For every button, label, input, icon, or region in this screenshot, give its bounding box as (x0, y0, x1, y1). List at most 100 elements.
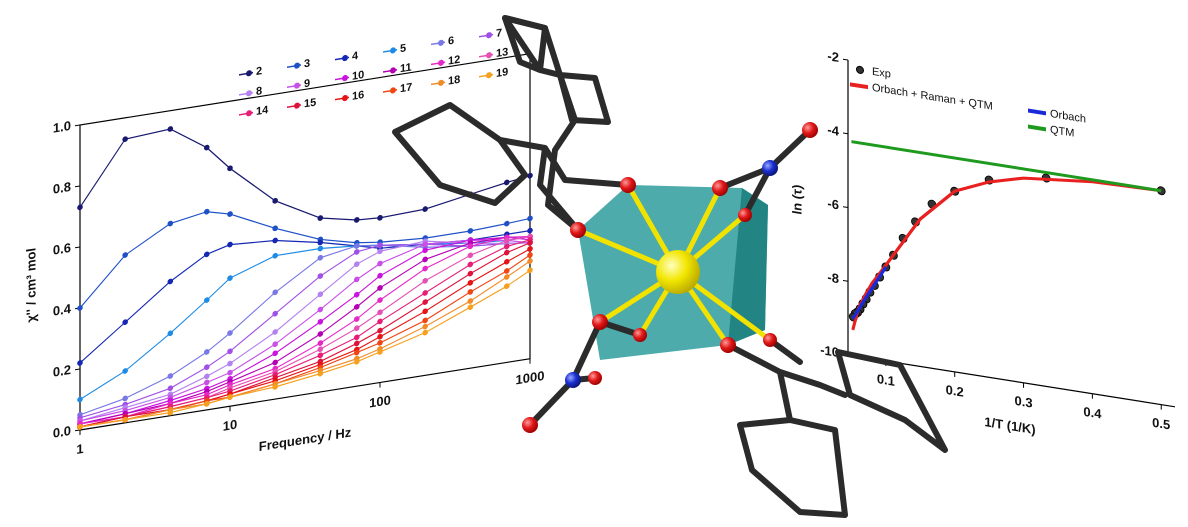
x-tick-label: 1000 (516, 368, 545, 387)
legend-marker (438, 59, 444, 66)
y-axis-label: χ'' / cm³ mol (24, 247, 39, 324)
series-line (80, 243, 530, 427)
data-point (422, 206, 428, 212)
data-point (504, 220, 510, 226)
data-point (122, 395, 128, 401)
data-point (504, 179, 510, 185)
legend-line (850, 84, 868, 87)
nitrogen-atom (762, 160, 778, 176)
data-point (272, 289, 278, 295)
x-tick-label: 1 (76, 441, 83, 457)
legend-marker (342, 55, 348, 62)
y-tick (75, 430, 80, 431)
data-point (504, 283, 510, 289)
molecule-bond (505, 18, 608, 122)
molecule (395, 18, 945, 515)
oxygen-atom (802, 122, 818, 138)
figure: 0.00.20.40.60.81.01101001000χ'' / cm³ mo… (0, 0, 1188, 527)
data-point (377, 297, 383, 303)
series-line (853, 142, 1161, 379)
series-line (80, 234, 530, 424)
y-tick-label: 0.0 (53, 423, 71, 441)
series-line (80, 270, 530, 427)
legend-marker (390, 47, 396, 54)
oxygen-atom (620, 177, 636, 193)
data-point (377, 340, 383, 346)
data-point (354, 340, 360, 346)
data-point (377, 285, 383, 291)
legend-marker (390, 67, 396, 74)
data-point (272, 198, 278, 204)
metal-atom (656, 250, 700, 294)
data-point (168, 278, 174, 284)
data-point (504, 259, 510, 265)
data-point (272, 350, 278, 356)
data-point (318, 245, 324, 251)
data-point (204, 349, 210, 355)
y-tick (75, 247, 80, 248)
legend-marker (486, 72, 492, 79)
data-point (354, 334, 360, 340)
series-line (80, 234, 530, 424)
data-point (77, 360, 83, 366)
data-point (122, 136, 128, 142)
x-tick-label: 0.3 (1015, 393, 1033, 411)
data-point (354, 291, 360, 297)
chart: 0.00.20.40.60.81.01101001000χ'' / cm³ mo… (24, 20, 545, 491)
data-point (527, 252, 533, 258)
data-point (168, 373, 174, 379)
y-tick-label: 0.2 (53, 362, 71, 380)
series-line (80, 228, 530, 421)
data-point (377, 215, 383, 221)
data-point (354, 304, 360, 310)
data-point (204, 364, 210, 370)
data-point (272, 341, 278, 347)
x-tick-label: 0.5 (1152, 415, 1170, 433)
data-point (204, 379, 210, 385)
data-point (318, 340, 324, 346)
data-point (527, 215, 533, 221)
y-tick (843, 59, 848, 60)
data-point (204, 373, 210, 379)
data-point (122, 368, 128, 374)
x-axis-label: 1/T (1/K) (984, 414, 1035, 437)
y-tick-label: 0.4 (53, 301, 72, 319)
data-point (318, 215, 324, 221)
x-axis-label: Frequency / Hz (259, 424, 352, 454)
data-point (422, 308, 428, 314)
series-line (80, 218, 530, 414)
data-point (468, 280, 474, 286)
data-point (272, 237, 278, 243)
legend-label: 11 (400, 61, 412, 75)
data-point (318, 254, 324, 260)
data-point (354, 261, 360, 267)
data-point (468, 228, 474, 234)
legend-marker (246, 90, 252, 97)
legend-label: 8 (256, 85, 262, 98)
data-point (77, 204, 83, 210)
data-point (227, 348, 233, 354)
data-point (468, 298, 474, 304)
legend-label: 18 (448, 74, 460, 88)
data-point (422, 317, 428, 323)
data-point (168, 330, 174, 336)
data-point (468, 261, 474, 267)
y-tick-label: -4 (827, 122, 839, 139)
data-point (227, 241, 233, 247)
data-point (318, 352, 324, 358)
legend-label: 9 (304, 78, 310, 91)
legend-marker (438, 79, 444, 86)
data-point (77, 305, 83, 311)
y-tick-label: 1.0 (53, 118, 71, 136)
oxygen-atom (522, 417, 538, 433)
data-point (422, 256, 428, 262)
legend-label: 2 (256, 65, 262, 78)
data-point (318, 319, 324, 325)
nitrogen-atom (565, 372, 581, 388)
data-point (272, 329, 278, 335)
y-tick-label: -2 (827, 48, 839, 65)
data-point (354, 325, 360, 331)
y-tick (75, 125, 80, 126)
data-point (318, 291, 324, 297)
data-point (272, 252, 278, 258)
